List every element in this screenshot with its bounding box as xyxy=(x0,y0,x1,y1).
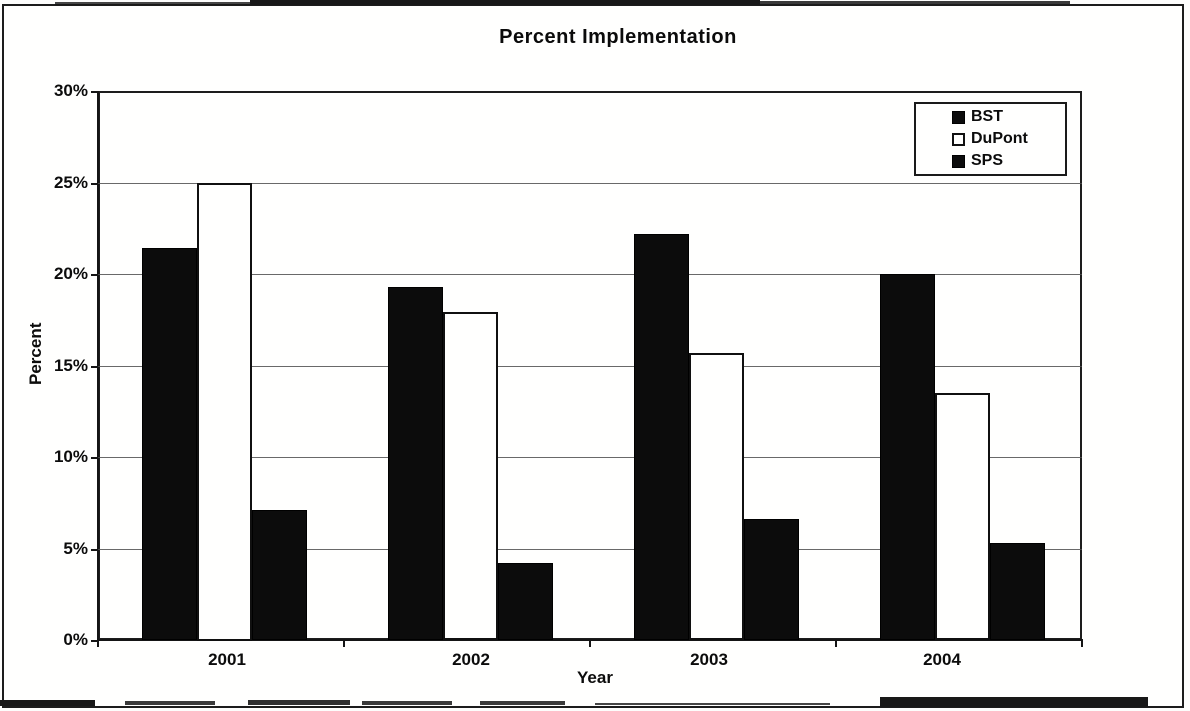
chart-title: Percent Implementation xyxy=(499,26,737,48)
x-axis-tick-3 xyxy=(835,640,837,647)
y-tick-label-20%: 20% xyxy=(53,264,88,283)
x-axis-title: Year xyxy=(577,668,613,687)
legend-swatch-DuPont xyxy=(952,132,965,146)
gridline-25% xyxy=(98,183,1082,184)
scan-artifact xyxy=(248,700,350,705)
scan-artifact xyxy=(760,1,1070,4)
bar-DuPont-2001 xyxy=(197,183,252,641)
scan-artifact xyxy=(480,701,565,705)
bar-SPS-2003 xyxy=(744,519,799,640)
y-tick-label-10%: 10% xyxy=(53,447,88,466)
x-tick-label-2004: 2004 xyxy=(923,650,961,669)
bar-DuPont-2003 xyxy=(689,353,744,640)
scan-artifact xyxy=(250,0,760,5)
x-axis-tick-4 xyxy=(1081,640,1083,647)
bar-DuPont-2004 xyxy=(935,393,990,640)
scan-artifact xyxy=(0,700,95,706)
scan-artifact xyxy=(880,697,1148,707)
scan-artifact xyxy=(55,2,250,5)
scan-artifact xyxy=(362,701,452,705)
legend-label-SPS: SPS xyxy=(971,152,1004,169)
bar-SPS-2001 xyxy=(252,510,307,640)
x-tick-label-2001: 2001 xyxy=(208,650,246,669)
bar-BST-2004 xyxy=(880,274,935,640)
bar-BST-2003 xyxy=(634,234,689,640)
y-tick-label-30%: 30% xyxy=(53,81,88,100)
bar-BST-2001 xyxy=(142,248,197,640)
bar-SPS-2004 xyxy=(990,543,1045,640)
legend-swatch-SPS xyxy=(952,154,965,168)
x-tick-label-2003: 2003 xyxy=(690,650,728,669)
x-axis-tick-2 xyxy=(589,640,591,647)
y-tick-label-25%: 25% xyxy=(53,173,88,192)
legend: BST DuPont SPS xyxy=(914,102,1067,176)
legend-item-BST: BST xyxy=(952,108,1065,127)
x-axis-tick-1 xyxy=(343,640,345,647)
gridline-5% xyxy=(98,549,1082,550)
bar-DuPont-2002 xyxy=(443,312,498,640)
x-tick-label-2002: 2002 xyxy=(452,650,490,669)
y-axis-tick-30% xyxy=(91,91,98,93)
gridline-10% xyxy=(98,457,1082,458)
y-axis-tick-5% xyxy=(91,549,98,551)
legend-swatch-BST xyxy=(952,110,965,124)
gridline-15% xyxy=(98,366,1082,367)
bar-SPS-2002 xyxy=(498,563,553,640)
legend-item-DuPont: DuPont xyxy=(952,130,1065,149)
y-axis-title: Percent xyxy=(26,322,45,385)
x-axis-tick-0 xyxy=(97,640,99,647)
y-tick-label-5%: 5% xyxy=(63,539,88,558)
y-axis-tick-25% xyxy=(91,183,98,185)
y-tick-label-15%: 15% xyxy=(53,356,88,375)
y-axis-tick-0% xyxy=(91,640,98,642)
legend-label-DuPont: DuPont xyxy=(971,130,1028,147)
scan-artifact xyxy=(125,701,215,705)
bar-BST-2002 xyxy=(388,287,443,640)
scan-artifact xyxy=(595,703,830,705)
gridline-20% xyxy=(98,274,1082,275)
y-tick-label-0%: 0% xyxy=(63,630,88,649)
y-axis-tick-15% xyxy=(91,366,98,368)
y-axis-tick-10% xyxy=(91,457,98,459)
legend-item-SPS: SPS xyxy=(952,152,1065,171)
y-axis-tick-20% xyxy=(91,274,98,276)
legend-label-BST: BST xyxy=(971,108,1003,125)
